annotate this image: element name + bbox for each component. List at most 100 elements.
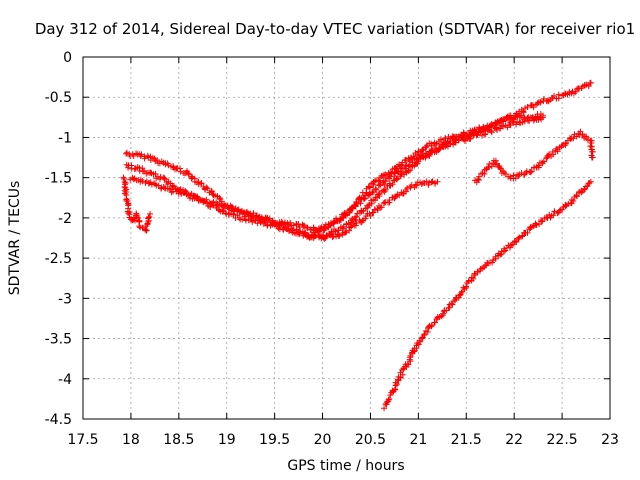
data-point bbox=[436, 146, 443, 153]
series-arc-a bbox=[123, 111, 546, 235]
data-point bbox=[329, 234, 336, 241]
data-point bbox=[274, 220, 281, 227]
data-point bbox=[488, 128, 495, 135]
y-tick-label: -3 bbox=[58, 291, 72, 307]
axis-ticks bbox=[82, 56, 611, 420]
data-point bbox=[559, 206, 566, 213]
data-points bbox=[120, 79, 596, 412]
x-tick-label: 17.5 bbox=[67, 432, 98, 448]
data-point bbox=[513, 238, 520, 245]
data-point bbox=[521, 171, 528, 178]
series-arc-e bbox=[120, 174, 154, 234]
data-point bbox=[336, 217, 343, 224]
data-point bbox=[573, 193, 580, 200]
data-point bbox=[428, 142, 435, 149]
data-point bbox=[385, 397, 392, 404]
data-point bbox=[234, 206, 241, 213]
data-point bbox=[572, 88, 579, 95]
data-point bbox=[367, 212, 374, 219]
y-tick-label: -0.5 bbox=[45, 90, 72, 106]
data-point bbox=[493, 124, 500, 131]
chart-title: Day 312 of 2014, Sidereal Day-to-day VTE… bbox=[35, 20, 635, 38]
data-point bbox=[380, 187, 387, 194]
data-point bbox=[403, 169, 410, 176]
data-point bbox=[444, 143, 451, 150]
data-point bbox=[185, 191, 192, 198]
data-point bbox=[122, 184, 129, 191]
data-point bbox=[236, 214, 243, 221]
series-arc-f bbox=[472, 128, 596, 186]
data-point bbox=[347, 224, 354, 231]
x-tick-labels: 17.5 18 18.5 19 19.5 20 20.5 21 21.5 22 22.5 23 bbox=[67, 432, 619, 448]
data-point bbox=[410, 348, 417, 355]
data-point bbox=[389, 181, 396, 188]
y-tick-label: 0 bbox=[63, 50, 72, 66]
series-arc-g bbox=[381, 178, 594, 412]
data-point bbox=[353, 213, 360, 220]
data-point bbox=[139, 168, 146, 175]
data-point bbox=[346, 227, 353, 234]
y-tick-label: -1 bbox=[58, 130, 72, 146]
data-point bbox=[287, 219, 294, 226]
data-point bbox=[238, 208, 245, 215]
y-axis-label: SDTVAR / TECUs bbox=[7, 181, 23, 296]
data-point bbox=[120, 176, 127, 183]
data-point bbox=[335, 233, 342, 240]
data-point bbox=[555, 91, 562, 98]
data-point bbox=[381, 405, 388, 412]
data-point bbox=[372, 185, 379, 192]
data-point bbox=[391, 169, 398, 176]
data-point bbox=[507, 242, 514, 249]
data-point bbox=[203, 196, 210, 203]
data-point bbox=[562, 140, 569, 147]
data-point bbox=[551, 208, 558, 215]
data-point bbox=[584, 136, 591, 143]
data-point bbox=[120, 174, 127, 181]
data-point bbox=[421, 331, 428, 338]
data-point bbox=[475, 129, 482, 136]
data-point bbox=[562, 201, 569, 208]
data-point bbox=[371, 206, 378, 213]
data-point bbox=[532, 220, 539, 227]
y-tick-label: -2 bbox=[58, 211, 72, 227]
data-point bbox=[419, 147, 426, 154]
data-point bbox=[203, 184, 210, 191]
data-point bbox=[413, 182, 420, 189]
data-point bbox=[376, 190, 383, 197]
x-tick-label: 21.5 bbox=[451, 432, 482, 448]
data-point bbox=[577, 128, 584, 135]
data-point bbox=[198, 180, 205, 187]
data-point bbox=[304, 224, 311, 231]
data-point bbox=[585, 83, 592, 90]
data-point bbox=[285, 223, 292, 230]
data-point bbox=[379, 172, 386, 179]
x-tick-label: 18.5 bbox=[163, 432, 194, 448]
data-point bbox=[343, 229, 350, 236]
data-point bbox=[154, 157, 161, 164]
data-point bbox=[544, 97, 551, 104]
data-point bbox=[230, 205, 237, 212]
data-point bbox=[277, 220, 284, 227]
data-point bbox=[587, 143, 594, 150]
data-point bbox=[254, 220, 261, 227]
data-point bbox=[366, 191, 373, 198]
data-point bbox=[147, 169, 154, 176]
data-point bbox=[413, 155, 420, 162]
data-point bbox=[567, 135, 574, 142]
data-point bbox=[490, 257, 497, 264]
x-axis-label: GPS time / hours bbox=[287, 458, 404, 474]
data-point bbox=[527, 169, 534, 176]
data-point bbox=[407, 167, 414, 174]
data-point bbox=[370, 209, 377, 216]
data-point bbox=[530, 117, 537, 124]
data-point bbox=[425, 151, 432, 158]
y-tick-labels: 0 -0.5 -1 -1.5 -2 -2.5 -3 -3.5 -4 -4.5 bbox=[45, 50, 72, 428]
x-tick-label: 19.5 bbox=[259, 432, 290, 448]
data-point bbox=[367, 184, 374, 191]
data-point bbox=[587, 79, 594, 86]
data-point bbox=[470, 275, 477, 282]
data-point bbox=[135, 214, 142, 221]
data-point bbox=[418, 335, 425, 342]
data-point bbox=[295, 229, 302, 236]
data-point bbox=[382, 178, 389, 185]
